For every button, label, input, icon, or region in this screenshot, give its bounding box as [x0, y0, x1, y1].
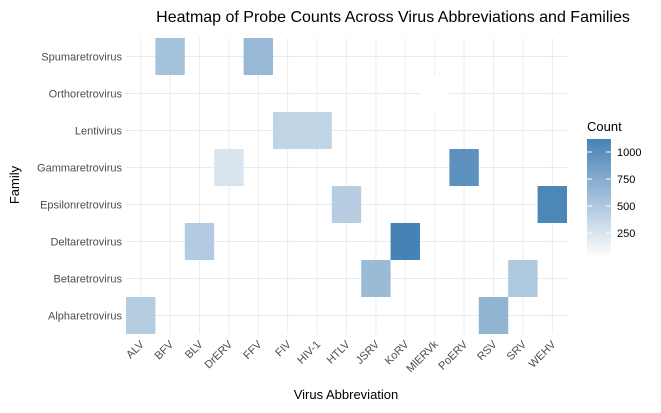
legend-title: Count: [587, 119, 622, 134]
y-tick-labels: Alpharetrovirus Betaretrovirus Deltaretrov…: [37, 52, 122, 323]
heatmap-cell: [420, 75, 450, 112]
y-tick-label: Spumaretrovirus: [41, 52, 122, 64]
chart-title: Heatmap of Probe Counts Across Virus Abb…: [156, 9, 630, 26]
heatmap-cell: [214, 149, 244, 186]
y-tick-label: Epsilonretrovirus: [40, 200, 122, 212]
heatmap-cell: [508, 260, 538, 297]
y-tick-label: Lentivirus: [75, 126, 123, 138]
heatmap-cells: [126, 38, 567, 334]
heatmap-cell: [537, 186, 567, 223]
x-axis-label: Virus Abbreviation: [294, 387, 399, 402]
x-tick-label: FIV: [273, 338, 294, 359]
y-axis-label: Family: [7, 165, 22, 204]
y-tick-label: Alpharetrovirus: [48, 311, 122, 323]
x-tick-label: MlERVk: [404, 338, 441, 375]
heatmap-cell: [449, 149, 479, 186]
x-tick-label: BFV: [153, 338, 177, 362]
legend-colorbar: [587, 139, 611, 258]
x-tick-label: RSV: [475, 338, 500, 363]
heatmap-cell: [331, 186, 362, 223]
heatmap-cell: [302, 112, 332, 149]
y-tick-label: Betaretrovirus: [54, 274, 123, 286]
y-tick-label: Gammaretrovirus: [37, 163, 122, 175]
x-tick-label: SRV: [505, 338, 530, 363]
x-tick-label: HIV-1: [295, 339, 323, 367]
heatmap-cell: [390, 223, 420, 260]
x-tick-label: WEHV: [527, 338, 559, 370]
heatmap-cell: [478, 297, 509, 334]
legend-tick-label: 750: [617, 174, 635, 186]
legend-tick-label: 250: [617, 228, 635, 240]
heatmap-cell: [155, 38, 185, 75]
x-tick-label: ALV: [124, 338, 147, 361]
heatmap-cell: [361, 260, 391, 297]
x-tick-label: JSRV: [354, 338, 383, 367]
x-tick-label: PoERV: [436, 338, 470, 372]
heatmap-cell: [126, 297, 156, 334]
y-tick-label: Orthoretrovirus: [49, 89, 123, 101]
legend: Count 250 500 750 1000: [587, 119, 641, 258]
legend-tick-label: 1000: [617, 147, 641, 159]
heatmap-cell: [273, 112, 303, 149]
legend-tick-label: 500: [617, 201, 635, 213]
heatmap-cell: [243, 38, 273, 75]
x-tick-label: DrERV: [202, 338, 235, 371]
heatmap-cell: [184, 223, 215, 260]
x-tick-label: FFV: [241, 338, 265, 362]
y-tick-label: Deltaretrovirus: [50, 237, 122, 249]
x-tick-label: BLV: [183, 338, 206, 361]
x-tick-label: HTLV: [325, 338, 353, 366]
legend-ticks: 250 500 750 1000: [587, 147, 641, 240]
